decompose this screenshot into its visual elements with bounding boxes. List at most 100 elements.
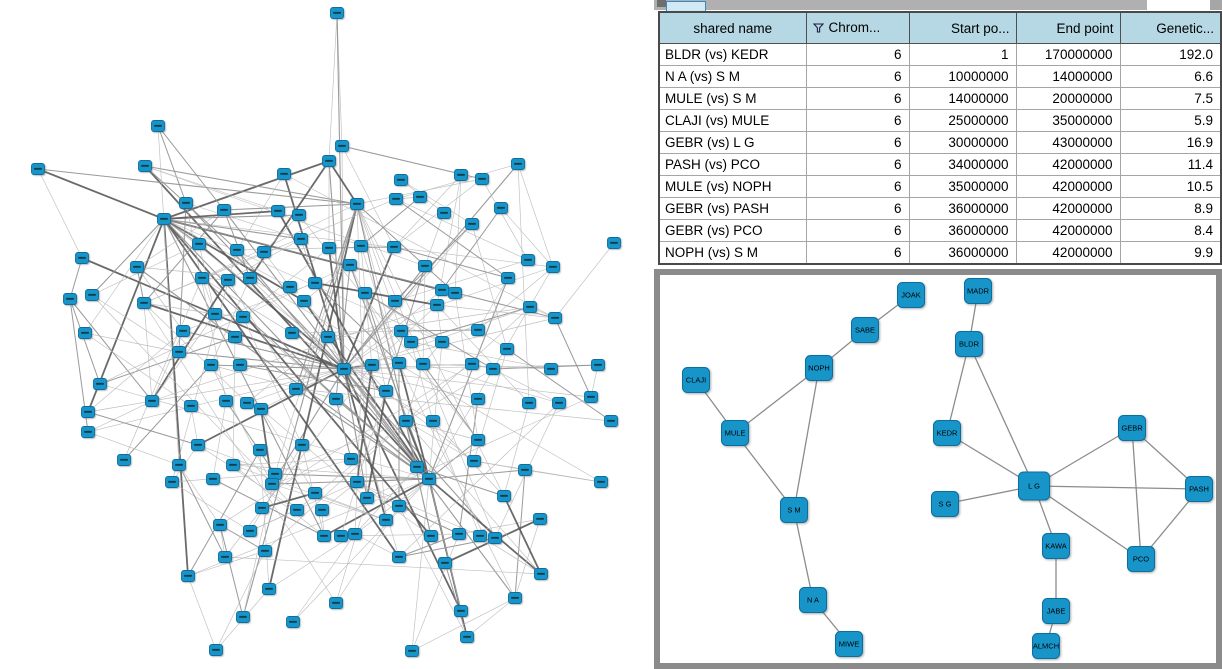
graph-node[interactable]: CLAJI: [682, 367, 710, 393]
graph-node[interactable]: [544, 363, 558, 375]
table-row[interactable]: PASH (vs) PCO 6 34000000 42000000 11.4: [658, 153, 1222, 176]
graph-node[interactable]: [467, 455, 481, 467]
graph-node[interactable]: L G: [1018, 471, 1050, 501]
network-view-main[interactable]: [0, 0, 654, 669]
graph-node[interactable]: [208, 308, 222, 320]
graph-node[interactable]: [240, 397, 254, 409]
graph-node[interactable]: [191, 439, 205, 451]
graph-node[interactable]: [354, 240, 368, 252]
graph-edge[interactable]: [1033, 427, 1133, 487]
graph-node[interactable]: [329, 597, 343, 609]
graph-node[interactable]: [265, 478, 279, 490]
graph-node[interactable]: [548, 312, 562, 324]
graph-node[interactable]: [387, 241, 401, 253]
graph-node[interactable]: [117, 454, 131, 466]
graph-node[interactable]: [181, 570, 195, 582]
table-row[interactable]: MULE (vs) S M 6 14000000 20000000 7.5: [658, 87, 1222, 110]
graph-node[interactable]: JABE: [1042, 598, 1070, 624]
graph-node[interactable]: [501, 272, 515, 284]
graph-node[interactable]: [511, 158, 525, 170]
graph-node[interactable]: [258, 545, 272, 557]
graph-node[interactable]: MIWE: [835, 631, 863, 657]
graph-node[interactable]: [500, 343, 514, 355]
graph-node[interactable]: [172, 346, 186, 358]
graph-node[interactable]: [243, 272, 257, 284]
graph-node[interactable]: [226, 459, 240, 471]
graph-node[interactable]: [31, 163, 45, 175]
table-row[interactable]: BLDR (vs) KEDR 6 1 170000000 192.0: [658, 43, 1222, 66]
column-header-start-point[interactable]: Start po...: [908, 11, 1017, 44]
graph-node[interactable]: [172, 459, 186, 471]
graph-node[interactable]: [75, 252, 89, 264]
graph-node[interactable]: [271, 205, 285, 217]
graph-node[interactable]: GEBR: [1118, 415, 1146, 441]
graph-node[interactable]: MULE: [721, 420, 749, 446]
graph-node[interactable]: [413, 191, 427, 203]
graph-node[interactable]: [497, 490, 511, 502]
graph-node[interactable]: [365, 359, 379, 371]
graph-node[interactable]: [392, 551, 406, 563]
graph-node[interactable]: MADR: [964, 278, 992, 304]
graph-node[interactable]: [192, 238, 206, 250]
graph-node[interactable]: [236, 611, 250, 623]
graph-node[interactable]: [533, 513, 547, 525]
graph-node[interactable]: [454, 169, 468, 181]
graph-node[interactable]: [426, 415, 440, 427]
graph-node[interactable]: S G: [931, 491, 959, 517]
column-header-end-point[interactable]: End point: [1015, 11, 1121, 44]
graph-node[interactable]: [130, 261, 144, 273]
graph-edge[interactable]: [1131, 427, 1142, 560]
graph-node[interactable]: [321, 331, 335, 343]
graph-node[interactable]: [471, 434, 485, 446]
graph-node[interactable]: [486, 363, 500, 375]
graph-node[interactable]: [277, 168, 291, 180]
graph-node[interactable]: [394, 174, 408, 186]
graph-node[interactable]: [416, 358, 430, 370]
graph-node[interactable]: BLDR: [955, 331, 983, 357]
graph-node[interactable]: [518, 464, 532, 476]
graph-node[interactable]: [81, 426, 95, 438]
graph-node[interactable]: [350, 476, 364, 488]
graph-node[interactable]: [358, 287, 372, 299]
graph-node[interactable]: [233, 359, 247, 371]
graph-node[interactable]: [308, 487, 322, 499]
graph-node[interactable]: [379, 514, 393, 526]
graph-node[interactable]: [308, 277, 322, 289]
graph-node[interactable]: [63, 293, 77, 305]
graph-node[interactable]: [523, 301, 537, 313]
graph-node[interactable]: [392, 500, 406, 512]
graph-node[interactable]: [253, 444, 267, 456]
graph-node[interactable]: [435, 284, 449, 296]
graph-node[interactable]: [334, 530, 348, 542]
graph-node[interactable]: [81, 406, 95, 418]
graph-node[interactable]: SABE: [851, 317, 879, 343]
graph-node[interactable]: [145, 395, 159, 407]
graph-node[interactable]: [410, 461, 424, 473]
graph-node[interactable]: [399, 415, 413, 427]
graph-node[interactable]: [204, 359, 218, 371]
scrollbar-fragment[interactable]: [1210, 0, 1222, 10]
graph-node[interactable]: [552, 397, 566, 409]
graph-node[interactable]: [137, 297, 151, 309]
graph-node[interactable]: [405, 645, 419, 657]
graph-node[interactable]: [465, 358, 479, 370]
graph-node[interactable]: [295, 439, 309, 451]
graph-node[interactable]: [151, 120, 165, 132]
graph-node[interactable]: [330, 7, 344, 19]
graph-node[interactable]: [350, 198, 364, 210]
graph-node[interactable]: [255, 502, 269, 514]
table-row[interactable]: N A (vs) S M 6 10000000 14000000 6.6: [658, 65, 1222, 88]
graph-node[interactable]: [176, 325, 190, 337]
graph-node[interactable]: [604, 415, 618, 427]
graph-node[interactable]: [424, 530, 438, 542]
column-header-genetic[interactable]: Genetic...: [1119, 11, 1222, 44]
graph-node[interactable]: [322, 242, 336, 254]
graph-node[interactable]: [448, 287, 462, 299]
table-row[interactable]: NOPH (vs) S M 6 36000000 42000000 9.9: [658, 241, 1222, 265]
graph-node[interactable]: PASH: [1185, 476, 1213, 502]
network-view-filtered[interactable]: JOAK MADR SABE BLDR NOPH CLAJI MULE KEDR GEBR L G…: [660, 275, 1216, 663]
graph-node[interactable]: [534, 568, 548, 580]
graph-node[interactable]: ALMCH: [1032, 633, 1060, 659]
graph-node[interactable]: [243, 525, 257, 537]
graph-node[interactable]: [85, 289, 99, 301]
